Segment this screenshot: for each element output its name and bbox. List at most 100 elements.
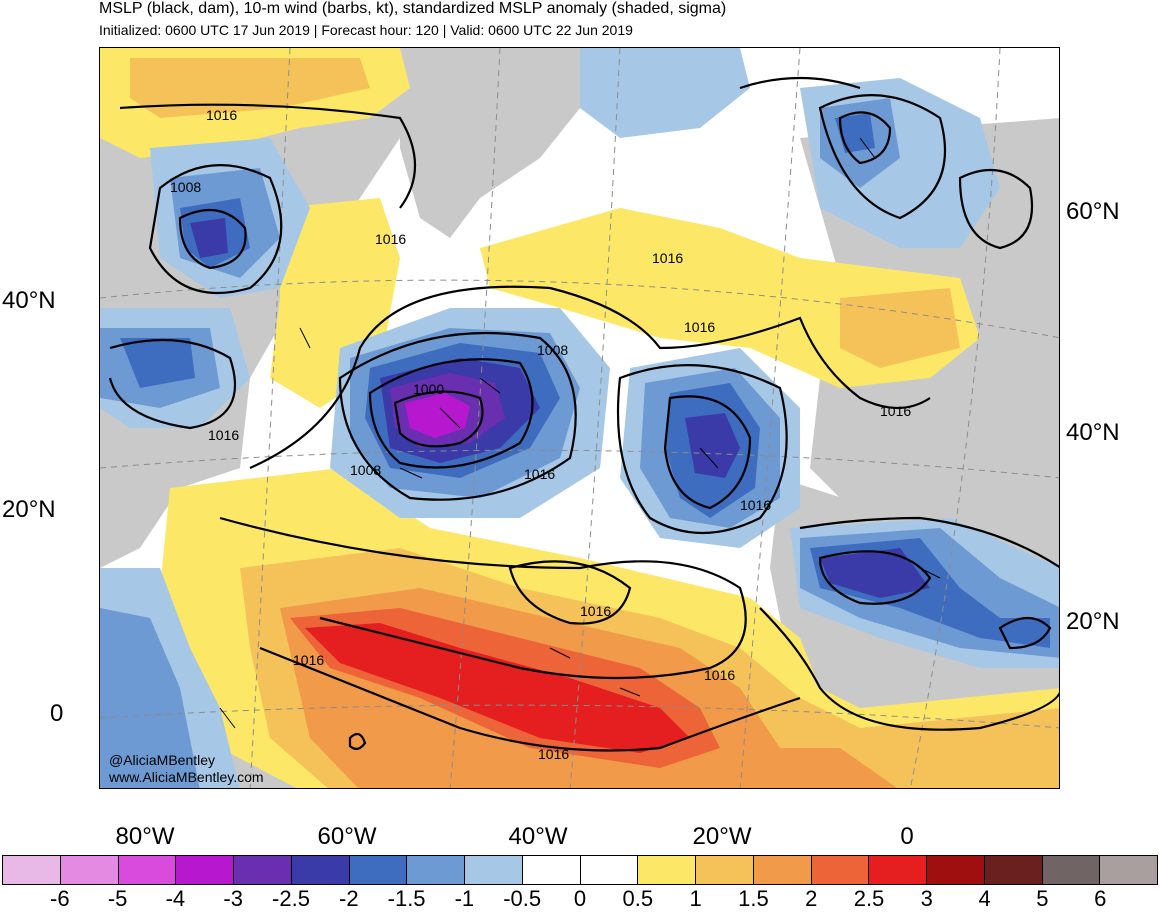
colorbar-tick-label: -2.5 — [272, 886, 310, 911]
lon-label-40w: 40°W — [508, 823, 568, 850]
contour-1008-hudson — [148, 164, 283, 295]
lon-label-80w: 80°W — [115, 823, 175, 850]
wind-barb — [219, 707, 236, 729]
anomaly-colorbar — [2, 855, 1158, 885]
colorbar-tick-label: -6 — [50, 886, 70, 911]
contour-1012-azores — [663, 395, 752, 510]
colorbar-tick-label: 1.5 — [738, 886, 769, 911]
graticule-lon-40w — [569, 48, 621, 788]
anomaly-atlantic-low-40 — [405, 393, 470, 438]
contour-1000-norway — [838, 111, 892, 165]
anomaly-hudson-negative-4 — [190, 218, 228, 258]
credit-website: www.AliciaMBentley.com — [109, 769, 264, 785]
contour-1024-tropics — [508, 560, 632, 625]
colorbar-tick-label: 4 — [978, 886, 991, 911]
anomaly-great-lakes-negative-3 — [120, 338, 195, 388]
lat-label-20n-left: 20°N — [2, 496, 56, 523]
colorbar-swatch — [349, 856, 408, 884]
colorbar-swatch — [407, 856, 465, 884]
wind-barb — [699, 447, 719, 469]
contour-great-lakes — [108, 338, 237, 430]
lat-label-40n-left: 40°N — [2, 287, 56, 314]
contour-1016-azores — [616, 364, 788, 534]
colorbar-tick-label: 6 — [1094, 886, 1107, 911]
contour-1008-baltic — [958, 168, 1034, 250]
greenland-land — [400, 48, 600, 238]
contour-1004-atlantic — [368, 358, 534, 469]
anomaly-azores-low-20 — [685, 413, 740, 478]
colorbar-swatch — [638, 856, 696, 884]
contour-label: 1016 — [206, 107, 237, 123]
lat-label-60n-right: 60°N — [1066, 198, 1120, 225]
credit-text: @AliciaMBentley www.AliciaMBentley.com — [109, 752, 264, 786]
colorbar-swatch — [811, 856, 870, 884]
contour-label: 1016 — [704, 667, 735, 683]
anomaly-pacific-negative-2 — [100, 608, 200, 788]
anomaly-arctic-positive-2 — [130, 58, 370, 118]
wind-barb — [439, 407, 461, 429]
anomaly-positive-25 — [305, 623, 690, 753]
colorbar-tick-label: -1.5 — [387, 886, 426, 911]
graticule-lon-0 — [909, 48, 1001, 788]
contour-label: 1016 — [524, 466, 555, 482]
colorbar-swatch — [118, 856, 177, 884]
colorbar-swatch — [580, 856, 639, 884]
colorbar-swatch — [522, 856, 581, 884]
contour-1000-hudson — [178, 208, 247, 270]
anomaly-greenland-negative — [580, 48, 750, 138]
colorbar-tick-label: 5 — [1036, 886, 1049, 911]
contour-1000-atlantic — [393, 390, 484, 448]
colorbar-tick-label: -3 — [223, 886, 243, 911]
colorbar-tick-label: 2 — [805, 886, 818, 911]
colorbar-swatch — [291, 856, 350, 884]
colorbar-swatch — [465, 856, 523, 884]
colorbar-swatch — [1100, 856, 1157, 884]
contour-label: 1008 — [537, 342, 568, 358]
colorbar-labels: -6 -5 -4 -3 -2.5 -2 -1.5 -1 -0.5 0 0.5 1 1.5 2 2.5 3 4 5 6 — [0, 886, 1160, 912]
lat-label-40n-right: 40°N — [1066, 419, 1120, 446]
wind-barb — [619, 687, 641, 697]
graticule-lon-20w — [739, 48, 801, 788]
contour-1008-atlantic — [338, 331, 577, 501]
colorbar-tick-label: 2.5 — [853, 886, 885, 911]
credit-handle: @AliciaMBentley — [109, 752, 216, 768]
graticule-lon-80w — [249, 48, 291, 788]
contour-1016-north — [119, 103, 416, 209]
contour-1016-south — [259, 646, 801, 752]
wind-barbs — [219, 137, 941, 729]
graticule-lon-60w — [449, 48, 501, 788]
colorbar-swatch — [234, 856, 292, 884]
contour-label: 1008 — [350, 462, 381, 478]
contour-1016-africa — [799, 516, 1059, 569]
wind-barb — [399, 467, 423, 479]
contour-1012-north-atlantic — [739, 76, 861, 90]
graticule — [100, 48, 1059, 788]
contour-1016-mid — [249, 285, 931, 470]
contour-label: 1016 — [580, 603, 611, 619]
weather-map: 1016 1008 1016 1016 1016 1008 1000 1016 … — [99, 47, 1060, 789]
lon-label-60w: 60°W — [317, 823, 377, 850]
colorbar-tick-label: 0.5 — [622, 886, 654, 911]
contour-small-south-america — [348, 732, 367, 750]
contour-1008-africa — [818, 550, 932, 605]
contour-label-group: 1016 1008 1016 1016 1016 1008 1000 1016 … — [170, 107, 911, 762]
colorbar-swatch — [176, 856, 234, 884]
colorbar-swatch — [927, 856, 985, 884]
map-subtitle: Initialized: 0600 UTC 17 Jun 2019 | Fore… — [99, 22, 633, 38]
colorbar-tick-label: 3 — [920, 886, 933, 911]
lat-label-20n-right: 20°N — [1066, 608, 1120, 635]
contour-label: 1016 — [684, 319, 715, 335]
wind-barb — [919, 567, 941, 579]
colorbar-swatch — [869, 856, 927, 884]
colorbar-tick-label: 1 — [689, 886, 702, 911]
wind-barb — [479, 377, 501, 394]
contour-label: 1008 — [170, 179, 201, 195]
colorbar-swatch — [753, 856, 812, 884]
contour-label: 1016 — [538, 746, 569, 762]
lat-label-0-left: 0 — [50, 700, 64, 727]
contour-label: 1016 — [740, 497, 771, 513]
colorbar-swatch — [696, 856, 754, 884]
mslp-contours — [108, 76, 1059, 752]
colorbar-tick-label: 0 — [573, 886, 587, 911]
colorbar-tick-label: -0.5 — [503, 886, 542, 911]
